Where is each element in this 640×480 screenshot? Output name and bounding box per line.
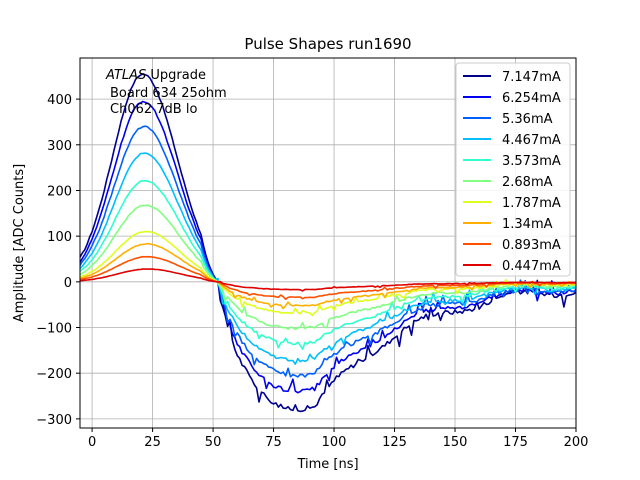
legend-label: 6.254mA bbox=[502, 91, 561, 106]
series-line bbox=[79, 242, 577, 310]
y-tick-label: −100 bbox=[36, 322, 72, 337]
x-tick-label: 200 bbox=[564, 435, 589, 450]
y-tick-label: 400 bbox=[47, 93, 72, 108]
legend-label: 0.893mA bbox=[502, 238, 561, 253]
x-tick-label: 125 bbox=[382, 435, 407, 450]
annotation-upgrade: Upgrade bbox=[146, 68, 206, 83]
series-line bbox=[79, 255, 576, 301]
annotation-line-2: Board 634 25ohm bbox=[110, 86, 227, 101]
series-curves bbox=[79, 73, 577, 413]
series-line bbox=[79, 125, 577, 378]
annotation-line-1: ATLAS Upgrade bbox=[105, 68, 206, 83]
x-tick-label: 175 bbox=[503, 435, 528, 450]
x-tick-label: 0 bbox=[88, 435, 96, 450]
x-tick-label: 25 bbox=[144, 435, 161, 450]
legend-label: 5.36mA bbox=[502, 112, 553, 127]
x-axis-label: Time [ns] bbox=[296, 457, 358, 472]
series-line bbox=[79, 152, 577, 366]
y-tick-label: −200 bbox=[36, 367, 72, 382]
x-tick-label: 100 bbox=[322, 435, 347, 450]
plot-frame bbox=[79, 57, 577, 429]
legend-label: 1.34mA bbox=[502, 217, 553, 232]
y-tick-label: 0 bbox=[64, 276, 72, 291]
legend-label: 4.467mA bbox=[502, 133, 561, 148]
series-line bbox=[79, 179, 577, 351]
y-axis-ticks: −300 −200 −100 0 100 200 300 400 bbox=[36, 93, 80, 428]
legend-label: 3.573mA bbox=[502, 154, 561, 169]
legend-label: 0.447mA bbox=[502, 259, 561, 274]
series-line bbox=[79, 268, 577, 292]
x-tick-label: 75 bbox=[265, 435, 282, 450]
x-axis-ticks: 0 25 50 75 100 125 150 175 200 bbox=[88, 428, 588, 450]
y-axis-label: Amplitude [ADC Counts] bbox=[12, 164, 27, 322]
legend-label: 2.68mA bbox=[502, 175, 553, 190]
x-tick-label: 50 bbox=[205, 435, 222, 450]
chart-title: Pulse Shapes run1690 bbox=[244, 35, 411, 53]
annotation-line-3: Ch062 7dB lo bbox=[110, 102, 197, 117]
legend: 7.147mA 6.254mA 5.36mA 4.467mA 3.573mA 2.68mA… bbox=[455, 62, 571, 277]
y-tick-label: 100 bbox=[47, 230, 72, 245]
y-tick-label: 200 bbox=[47, 184, 72, 199]
x-tick-label: 150 bbox=[443, 435, 468, 450]
legend-label: 1.787mA bbox=[502, 196, 561, 211]
annotation-atlas: ATLAS bbox=[105, 68, 146, 83]
y-tick-label: −300 bbox=[36, 413, 72, 428]
y-tick-label: 300 bbox=[47, 139, 72, 154]
legend-label: 7.147mA bbox=[502, 70, 561, 85]
series-line bbox=[79, 73, 577, 413]
series-line bbox=[79, 230, 577, 317]
